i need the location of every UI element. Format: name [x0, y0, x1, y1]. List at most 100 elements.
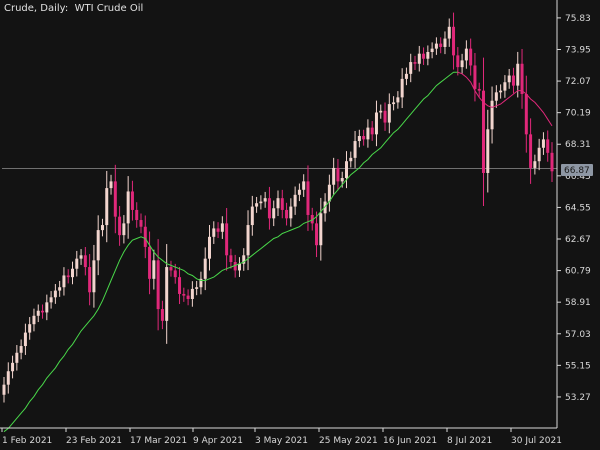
candle-bull	[11, 362, 15, 372]
candle-bear	[118, 216, 122, 236]
candle-bull	[507, 75, 511, 83]
candle-bull	[387, 104, 391, 123]
candle-bull	[109, 181, 113, 189]
candle-bull	[36, 310, 40, 316]
candle-bull	[45, 302, 49, 313]
candle-bear	[456, 55, 460, 68]
candle-bear	[511, 75, 515, 86]
candle-bull	[75, 258, 79, 269]
candle-bull	[323, 201, 327, 214]
candle-bull	[49, 297, 53, 303]
candle-bull	[126, 191, 130, 224]
candle-bear	[113, 181, 117, 217]
candle-bull	[105, 188, 109, 226]
candle-bear	[473, 65, 477, 89]
candle-bull	[15, 352, 19, 363]
candle-bear	[477, 88, 481, 91]
candle-bull	[464, 48, 468, 61]
time-tick-label: 25 May 2021	[319, 436, 378, 446]
candle-bear	[482, 90, 485, 173]
candle-bull	[58, 287, 62, 291]
candle-bull	[272, 208, 276, 219]
candle-bear	[422, 53, 426, 59]
candle-bull	[246, 225, 250, 256]
candle-bull	[396, 97, 400, 103]
candle-bull	[392, 102, 396, 105]
candle-bull	[190, 288, 194, 299]
time-tick-label: 30 Jul 2021	[511, 436, 562, 446]
time-axis[interactable]: 1 Feb 2021 23 Feb 2021 17 Mar 2021 9 Apr 20…	[0, 427, 562, 446]
price-tick-label: 60.79	[565, 267, 591, 277]
candle-bull	[71, 268, 74, 278]
candle-bull	[237, 263, 241, 271]
candle-bear	[130, 191, 134, 210]
candle-bull	[96, 230, 100, 261]
candle-bear	[66, 275, 70, 278]
time-tick-label: 3 May 2021	[255, 436, 308, 446]
price-tag-box	[561, 164, 593, 176]
candle-bull	[208, 236, 211, 259]
candle-bull	[165, 267, 169, 321]
candle-bull	[199, 278, 203, 288]
candle-bull	[426, 52, 430, 59]
price-tick-label: 64.55	[565, 203, 591, 213]
time-tick-label: 17 Mar 2021	[130, 436, 187, 446]
candle-bear	[88, 267, 92, 293]
price-tick-label: 62.67	[565, 235, 591, 245]
candle-bear	[520, 63, 524, 95]
time-tick-label: 1 Feb 2021	[2, 436, 52, 446]
candle-bear	[233, 262, 237, 271]
price-tick-label: 57.03	[565, 330, 591, 340]
candle-bull	[400, 78, 404, 98]
candle-bull	[366, 127, 370, 140]
candle-bull	[32, 315, 36, 325]
candle-bull	[289, 206, 293, 219]
price-tick-label: 75.83	[565, 14, 591, 24]
candle-bull	[19, 346, 23, 353]
candle-bear	[216, 228, 220, 232]
candle-bull	[6, 371, 10, 385]
candle-bull	[503, 82, 507, 91]
candle-bear	[229, 255, 233, 263]
candle-bull	[353, 141, 357, 158]
price-axis[interactable]: 75.83 73.95 72.07 70.19 68.31 66.43 64.55 62.67…	[556, 0, 591, 428]
candle-bear	[169, 267, 173, 271]
symbol-label: Crude, Daily:	[4, 3, 69, 14]
chart-title: Crude, Daily: WTI Crude Oil	[4, 3, 143, 14]
candle-bull	[486, 129, 490, 173]
candle-bear	[550, 152, 554, 172]
candle-bull	[92, 260, 96, 293]
candle-bull	[255, 203, 259, 207]
candle-bull	[340, 178, 344, 182]
candle-bear	[469, 48, 473, 66]
candle-bear	[280, 198, 284, 210]
price-tag: 66.87	[561, 164, 593, 176]
candle-bear	[336, 167, 340, 182]
moving-average-down	[457, 71, 553, 127]
candle-bear	[383, 110, 387, 123]
price-tick-label: 73.95	[565, 45, 591, 55]
candle-bull	[122, 223, 126, 236]
price-tick-label: 58.91	[565, 298, 591, 308]
candle-bear	[546, 139, 550, 153]
candle-bull	[62, 275, 66, 288]
price-tick-label: 53.27	[565, 393, 591, 403]
candle-bear	[178, 277, 182, 294]
candle-bull	[259, 201, 263, 204]
candle-bear	[267, 198, 271, 219]
candle-bull	[203, 258, 207, 279]
candle-bull	[319, 213, 323, 246]
candle-bear	[41, 310, 45, 313]
candle-bear	[148, 246, 152, 279]
candle-bull	[212, 228, 216, 237]
candle-bull	[53, 290, 57, 298]
candle-bull	[499, 90, 503, 93]
price-tick-label: 55.15	[565, 361, 591, 371]
candle-bull	[345, 161, 348, 179]
candle-bear	[370, 127, 374, 135]
candle-bull	[460, 60, 464, 68]
candle-bear	[306, 181, 310, 215]
candle-bull	[276, 198, 280, 209]
